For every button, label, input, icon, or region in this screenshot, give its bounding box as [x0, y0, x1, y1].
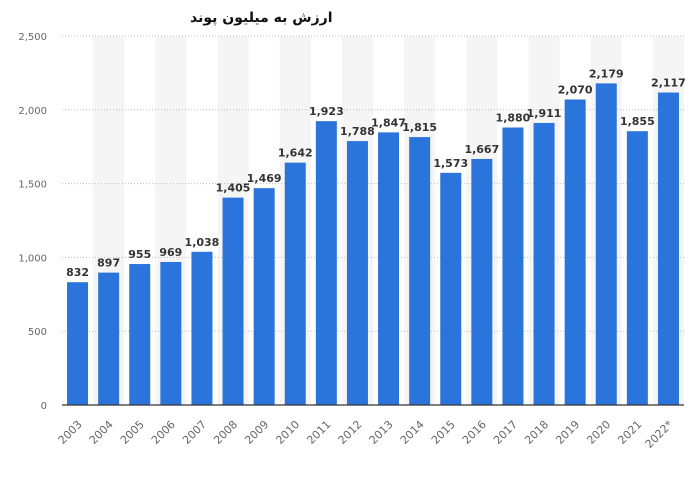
bar[interactable]	[67, 282, 89, 405]
chart-title: ارزش به میلیون پوند	[190, 10, 333, 26]
bar[interactable]	[346, 141, 368, 406]
y-tick-label: 2,000	[18, 106, 47, 117]
data-label: 1,667	[464, 143, 499, 156]
bar[interactable]	[253, 188, 275, 405]
bar[interactable]	[471, 158, 493, 405]
bars	[67, 83, 679, 406]
y-tick-label: 1,000	[18, 253, 47, 264]
y-tick-label: 1,500	[18, 180, 47, 191]
data-label: 1,847	[371, 116, 406, 129]
data-label: 1,788	[340, 125, 375, 138]
data-label: 1,469	[247, 172, 282, 185]
x-tick-label: 2012	[336, 418, 365, 447]
x-tick-label: 2022*	[643, 418, 676, 451]
bar[interactable]	[160, 261, 182, 405]
x-tick-label: 2006	[149, 418, 178, 447]
bar[interactable]	[440, 172, 462, 405]
data-label: 1,815	[402, 121, 437, 134]
data-label: 1,642	[278, 147, 313, 160]
bar[interactable]	[626, 131, 648, 405]
bar[interactable]	[222, 197, 244, 405]
bar[interactable]	[98, 272, 120, 405]
data-label: 1,855	[620, 115, 655, 128]
data-label: 1,923	[309, 105, 344, 118]
data-label: 1,911	[527, 107, 562, 120]
x-tick-label: 2004	[87, 418, 116, 447]
x-tick-label: 2008	[211, 418, 240, 447]
x-tick-label: 2010	[273, 418, 302, 447]
y-tick-label: 500	[28, 327, 47, 338]
data-label: 1,405	[216, 182, 251, 195]
x-tick-label: 2015	[429, 418, 458, 447]
x-tick-label: 2021	[615, 418, 644, 447]
y-tick-label: 0	[41, 401, 47, 412]
data-label: 2,179	[589, 67, 624, 80]
y-axis-tick-labels: 0 500 1,000 1,500 2,000 2,500	[18, 32, 47, 412]
bar[interactable]	[129, 264, 151, 405]
data-label: 1,880	[496, 112, 531, 125]
bar[interactable]	[564, 99, 586, 405]
data-label: 955	[128, 248, 151, 261]
x-tick-label: 2017	[491, 418, 520, 447]
x-tick-label: 2020	[584, 418, 613, 447]
bar[interactable]	[284, 162, 306, 405]
x-tick-label: 2011	[304, 418, 333, 447]
x-axis-tick-labels: 2003 2004 2005 2006 2007 2008 2009 2010 2011 2012…	[56, 418, 676, 451]
x-tick-label: 2009	[242, 418, 271, 447]
bar[interactable]	[315, 121, 337, 406]
x-tick-label: 2014	[398, 418, 427, 447]
x-tick-label: 2018	[522, 418, 551, 447]
data-label: 2,117	[651, 77, 686, 90]
bar[interactable]	[533, 122, 555, 405]
x-tick-label: 2016	[460, 418, 489, 447]
data-label: 832	[66, 266, 89, 279]
bar[interactable]	[502, 127, 524, 406]
data-label: 897	[97, 257, 120, 270]
bar[interactable]	[378, 132, 400, 405]
bar[interactable]	[409, 137, 431, 405]
data-label: 969	[159, 246, 182, 259]
x-tick-label: 2007	[180, 418, 209, 447]
x-tick-label: 2019	[553, 418, 582, 447]
data-label: 1,573	[433, 157, 468, 170]
bar[interactable]	[657, 92, 679, 406]
x-tick-label: 2005	[118, 418, 147, 447]
x-tick-label: 2013	[367, 418, 396, 447]
bar[interactable]	[191, 251, 213, 405]
bar[interactable]	[595, 83, 617, 405]
data-label: 2,070	[558, 83, 593, 96]
y-tick-label: 2,500	[18, 32, 47, 43]
x-tick-label: 2003	[56, 418, 85, 447]
data-label: 1,038	[185, 236, 220, 249]
